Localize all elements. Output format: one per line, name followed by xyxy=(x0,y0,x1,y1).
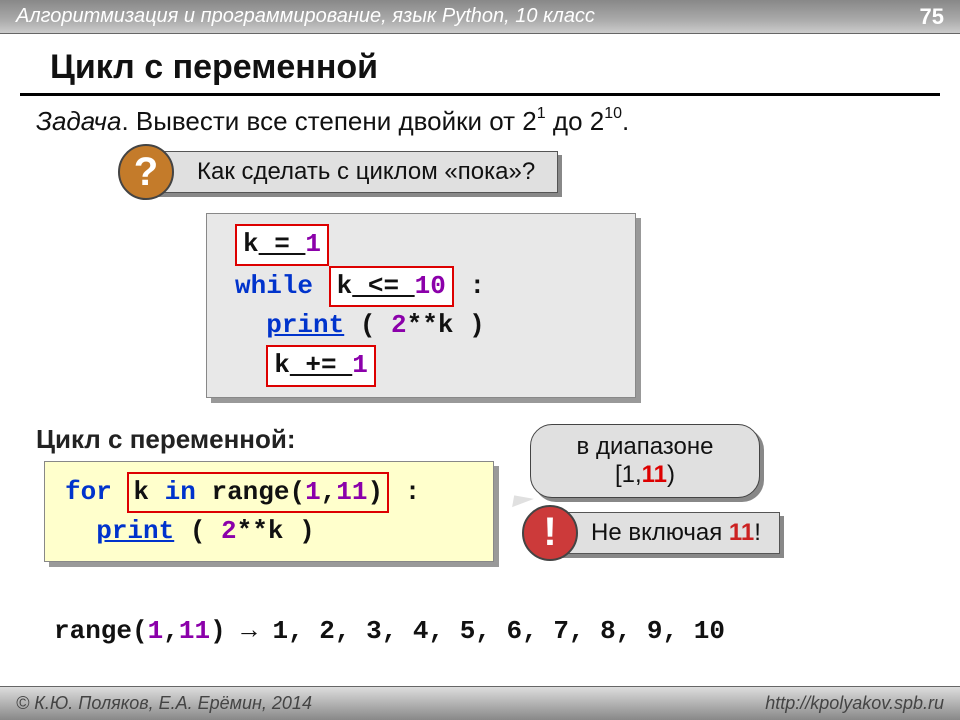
task-statement: Задача. Вывести все степени двойки от 21… xyxy=(36,106,924,137)
slide-header: Алгоритмизация и программирование, язык … xyxy=(0,0,960,34)
slide-content: Задача. Вывести все степени двойки от 21… xyxy=(0,106,960,646)
question-text: Как сделать с циклом «пока»? xyxy=(146,151,558,193)
range-sequence: range(1,11) → 1, 2, 3, 4, 5, 6, 7, 8, 9,… xyxy=(54,616,924,646)
question-callout: ? Как сделать с циклом «пока»? xyxy=(146,151,924,193)
page-number: 75 xyxy=(920,4,944,30)
code-for: for k in range(1,11) : print ( 2**k ) xyxy=(44,461,494,562)
slide-title: Цикл с переменной xyxy=(20,34,940,96)
course-name: Алгоритмизация и программирование, язык … xyxy=(16,5,595,28)
for-row: Цикл с переменной: for k in range(1,11) … xyxy=(36,424,924,586)
code-while: k = 1 while k <= 10 : print ( 2**k ) k +… xyxy=(206,213,636,398)
exclaim-callout: ! Не включая 11! xyxy=(550,512,780,554)
slide-footer: © К.Ю. Поляков, Е.А. Ерёмин, 2014 http:/… xyxy=(0,686,960,720)
exclaim-badge: ! xyxy=(522,505,578,561)
exclaim-text: Не включая 11! xyxy=(550,512,780,554)
task-label: Задача xyxy=(36,106,121,136)
range-speech-bubble: в диапазоне [1,11) xyxy=(530,424,760,498)
question-badge: ? xyxy=(118,144,174,200)
footer-url: http://kpolyakov.spb.ru xyxy=(765,693,944,714)
subtitle: Цикл с переменной: xyxy=(36,424,494,455)
footer-copyright: © К.Ю. Поляков, Е.А. Ерёмин, 2014 xyxy=(16,693,312,714)
